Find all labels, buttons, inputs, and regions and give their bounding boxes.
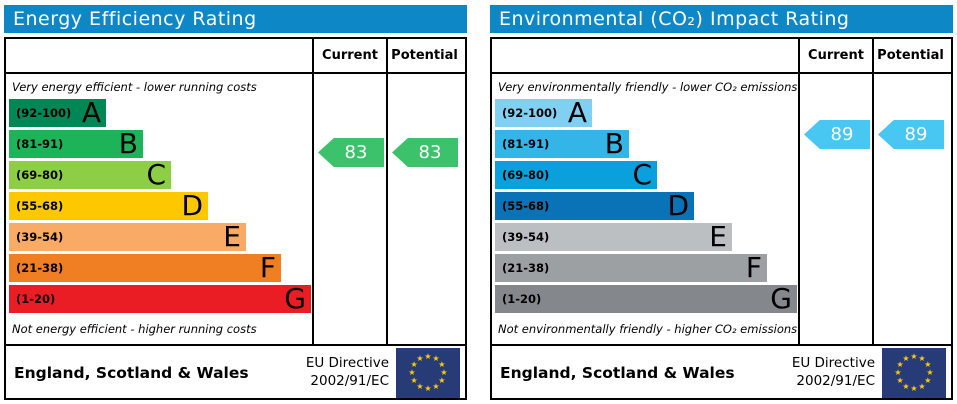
band-row-g: (1-20) G bbox=[9, 285, 311, 313]
current-rating-value: 83 bbox=[344, 142, 368, 163]
region-label: England, Scotland & Wales bbox=[500, 364, 735, 382]
bands-column: Very energy efficient - lower running co… bbox=[6, 74, 312, 344]
band-row-b: (81-91) B bbox=[495, 130, 629, 158]
potential-value-column: 89 bbox=[872, 74, 947, 344]
band-range: (92-100) bbox=[16, 106, 72, 120]
table-footer: England, Scotland & Wales EU Directive 2… bbox=[492, 344, 951, 400]
band-letter: E bbox=[709, 220, 727, 253]
eu-flag: ★ ★ ★ ★ ★ ★ ★ ★ ★ ★ ★ ★ bbox=[882, 348, 946, 398]
potential-rating-arrow: 83 bbox=[392, 138, 458, 167]
current-rating-arrow: 89 bbox=[804, 120, 870, 149]
band-range: (21-38) bbox=[502, 261, 550, 275]
potential-value-column: 83 bbox=[386, 74, 461, 344]
band-row-e: (39-54) E bbox=[9, 223, 246, 251]
band-letter: G bbox=[770, 282, 792, 315]
eu-directive-line2: 2002/91/EC bbox=[310, 373, 389, 389]
eu-directive-line1: EU Directive bbox=[791, 355, 875, 372]
table-body: Very energy efficient - lower running co… bbox=[6, 74, 465, 344]
energy-efficiency-panel: Energy Efficiency Rating Current Potenti… bbox=[4, 5, 467, 400]
header-spacer bbox=[6, 39, 312, 72]
band-row-g: (1-20) G bbox=[495, 285, 797, 313]
band-row-e: (39-54) E bbox=[495, 223, 732, 251]
potential-column-header: Potential bbox=[386, 39, 461, 72]
band-letter: F bbox=[259, 251, 276, 284]
eu-directive-label: EU Directive 2002/91/EC bbox=[306, 355, 389, 390]
band-row-f: (21-38) F bbox=[9, 254, 281, 282]
band-range: (55-68) bbox=[502, 199, 550, 213]
band-row-c: (69-80) C bbox=[495, 161, 657, 189]
band-row-d: (55-68) D bbox=[9, 192, 208, 220]
bands-column: Very environmentally friendly - lower CO… bbox=[492, 74, 798, 344]
region-label: England, Scotland & Wales bbox=[14, 364, 249, 382]
band-letter: C bbox=[632, 158, 652, 191]
environmental-impact-panel: Environmental (CO₂) Impact Rating Curren… bbox=[490, 5, 953, 400]
potential-rating-arrow: 89 bbox=[878, 120, 944, 149]
environment-chart-title: Environmental (CO₂) Impact Rating bbox=[490, 5, 953, 33]
current-value-column: 83 bbox=[312, 74, 386, 344]
band-letter: B bbox=[604, 127, 624, 160]
bottom-caption: Not environmentally friendly - higher CO… bbox=[498, 322, 798, 336]
eu-directive-line1: EU Directive bbox=[305, 355, 389, 372]
rating-bands: (92-100) A (81-91) B (69-80) C (55-68) D bbox=[495, 99, 798, 313]
band-range: (81-91) bbox=[502, 137, 550, 151]
band-letter: B bbox=[118, 127, 138, 160]
band-row-b: (81-91) B bbox=[9, 130, 143, 158]
band-range: (92-100) bbox=[502, 106, 558, 120]
band-letter: F bbox=[745, 251, 762, 284]
band-row-a: (92-100) A bbox=[9, 99, 106, 127]
energy-rating-table: Current Potential Very energy efficient … bbox=[4, 37, 467, 400]
environment-rating-table: Current Potential Very environmentally f… bbox=[490, 37, 953, 400]
current-rating-arrow: 83 bbox=[318, 138, 384, 167]
band-letter: E bbox=[223, 220, 241, 253]
band-range: (39-54) bbox=[502, 230, 550, 244]
current-rating-value: 89 bbox=[830, 124, 854, 145]
potential-rating-value: 83 bbox=[418, 142, 442, 163]
band-range: (55-68) bbox=[16, 199, 64, 213]
current-column-header: Current bbox=[798, 39, 872, 72]
table-footer: England, Scotland & Wales EU Directive 2… bbox=[6, 344, 465, 400]
top-caption: Very energy efficient - lower running co… bbox=[12, 79, 257, 94]
band-range: (21-38) bbox=[16, 261, 64, 275]
band-row-c: (69-80) C bbox=[9, 161, 171, 189]
band-letter: A bbox=[567, 96, 587, 129]
band-range: (1-20) bbox=[16, 292, 56, 306]
current-value-column: 89 bbox=[798, 74, 872, 344]
band-row-d: (55-68) D bbox=[495, 192, 694, 220]
band-range: (69-80) bbox=[502, 168, 550, 182]
band-range: (1-20) bbox=[502, 292, 542, 306]
energy-chart-title: Energy Efficiency Rating bbox=[4, 5, 467, 33]
table-header-row: Current Potential bbox=[6, 39, 465, 74]
potential-column-header: Potential bbox=[872, 39, 947, 72]
band-range: (39-54) bbox=[16, 230, 64, 244]
eu-directive-line2: 2002/91/EC bbox=[796, 373, 875, 389]
top-caption: Very environmentally friendly - lower CO… bbox=[498, 79, 798, 94]
header-spacer bbox=[492, 39, 798, 72]
band-letter: A bbox=[81, 96, 101, 129]
table-body: Very environmentally friendly - lower CO… bbox=[492, 74, 951, 344]
band-range: (69-80) bbox=[16, 168, 64, 182]
rating-bands: (92-100) A (81-91) B (69-80) C (55-68) D bbox=[9, 99, 312, 313]
band-row-f: (21-38) F bbox=[495, 254, 767, 282]
eu-directive-label: EU Directive 2002/91/EC bbox=[792, 355, 875, 390]
band-letter: D bbox=[181, 189, 203, 222]
potential-rating-value: 89 bbox=[904, 124, 928, 145]
band-letter: G bbox=[284, 282, 306, 315]
current-column-header: Current bbox=[312, 39, 386, 72]
band-range: (81-91) bbox=[16, 137, 64, 151]
table-header-row: Current Potential bbox=[492, 39, 951, 74]
band-letter: C bbox=[146, 158, 166, 191]
band-letter: D bbox=[667, 189, 689, 222]
eu-flag: ★ ★ ★ ★ ★ ★ ★ ★ ★ ★ ★ ★ bbox=[396, 348, 460, 398]
band-row-a: (92-100) A bbox=[495, 99, 592, 127]
bottom-caption: Not energy efficient - higher running co… bbox=[12, 322, 257, 336]
